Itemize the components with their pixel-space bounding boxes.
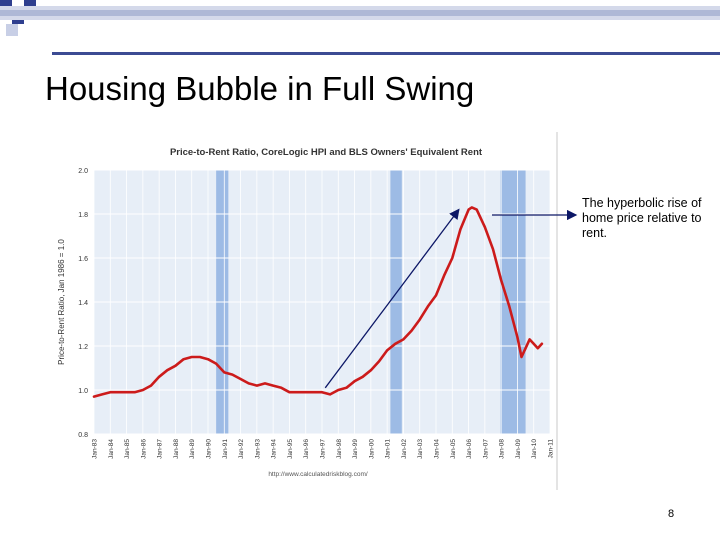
source-label: http://www.calculatedriskblog.com/ (268, 471, 368, 478)
x-tick-label: Jan-94 (271, 439, 278, 459)
y-tick-label: 1.8 (78, 212, 88, 219)
x-tick-label: Jan-84 (108, 439, 115, 459)
x-tick-label: Jan-01 (385, 439, 392, 459)
x-tick-label: Jan-07 (482, 439, 489, 459)
x-tick-label: Jan-86 (140, 439, 147, 459)
series-line (92, 206, 544, 398)
x-tick-label: Jan-91 (222, 439, 229, 459)
y-tick-label: 2.0 (78, 168, 88, 175)
x-tick-label: Jan-83 (92, 439, 99, 459)
x-tick-label: Jan-11 (548, 439, 555, 459)
x-tick-label: Jan-93 (254, 439, 261, 459)
x-tick-label: Jan-00 (368, 439, 375, 459)
x-tick-label: Jan-06 (466, 439, 473, 459)
x-tick-label: Jan-95 (287, 439, 294, 459)
y-tick-label: 0.8 (78, 432, 88, 439)
y-tick-label: 1.2 (78, 344, 88, 351)
slide-title: Housing Bubble in Full Swing (45, 70, 475, 107)
x-tick-label: Jan-04 (434, 439, 441, 459)
chart-title: Price-to-Rent Ratio, CoreLogic HPI and B… (170, 147, 483, 158)
y-tick-label: 1.0 (78, 388, 88, 395)
x-tick-label: Jan-92 (238, 439, 245, 459)
x-tick-label: Jan-97 (320, 439, 327, 459)
x-tick-label: Jan-08 (499, 439, 506, 459)
page-number: 8 (668, 508, 675, 520)
callout-text: The hyperbolic rise of home price relati… (582, 196, 702, 240)
trend-arrow (324, 208, 460, 389)
x-tick-label: Jan-09 (515, 439, 522, 459)
y-tick-label: 1.6 (78, 256, 88, 263)
x-tick-label: Jan-85 (124, 439, 131, 459)
x-tick-label: Jan-89 (189, 439, 196, 459)
x-tick-label: Jan-90 (206, 439, 213, 459)
x-tick-label: Jan-98 (336, 439, 343, 459)
x-tick-label: Jan-96 (303, 439, 310, 459)
x-tick-label: Jan-10 (531, 439, 538, 459)
x-tick-label: Jan-88 (173, 439, 180, 459)
y-axis-label: Price-to-Rent Ratio, Jan 1986 = 1.0 (57, 239, 66, 365)
x-tick-label: Jan-87 (157, 439, 164, 459)
x-tick-label: Jan-05 (450, 439, 457, 459)
x-tick-label: Jan-03 (417, 439, 424, 459)
x-tick-label: Jan-99 (352, 439, 359, 459)
y-tick-label: 1.4 (78, 300, 88, 307)
chart: Price-to-Rent Ratio, CoreLogic HPI and B… (46, 132, 558, 490)
x-tick-label: Jan-02 (401, 439, 408, 459)
